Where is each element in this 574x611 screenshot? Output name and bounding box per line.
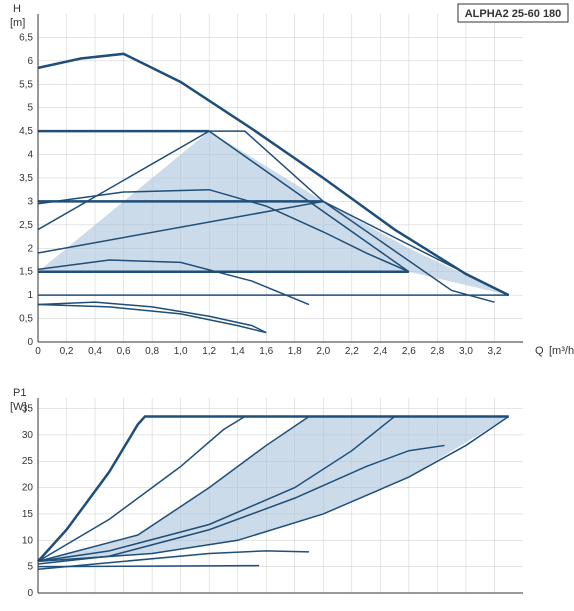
svg-text:1,8: 1,8 bbox=[288, 346, 302, 357]
svg-text:0,6: 0,6 bbox=[117, 346, 131, 357]
svg-text:1,5: 1,5 bbox=[19, 267, 33, 278]
svg-text:0,8: 0,8 bbox=[145, 346, 159, 357]
svg-text:0: 0 bbox=[27, 337, 33, 348]
svg-text:6,5: 6,5 bbox=[19, 32, 33, 43]
svg-text:Q: Q bbox=[535, 345, 544, 357]
pump-chart: 0 0,5 1 1,5 2 2,5 3 3,5 4 4,5 5 5,5 6 6,5 0 0,2 0,4 0,6 0,… bbox=[0, 0, 574, 611]
svg-text:H: H bbox=[13, 3, 21, 15]
svg-text:[m]: [m] bbox=[10, 17, 25, 29]
svg-text:2,0: 2,0 bbox=[316, 346, 330, 357]
svg-text:5: 5 bbox=[27, 103, 33, 114]
svg-text:2,8: 2,8 bbox=[430, 346, 444, 357]
svg-text:3: 3 bbox=[27, 196, 33, 207]
svg-text:2,5: 2,5 bbox=[19, 220, 33, 231]
svg-text:20: 20 bbox=[22, 483, 34, 494]
svg-text:P1: P1 bbox=[13, 387, 26, 399]
svg-text:3,5: 3,5 bbox=[19, 173, 33, 184]
svg-text:2,2: 2,2 bbox=[345, 346, 359, 357]
svg-text:6: 6 bbox=[27, 56, 33, 67]
svg-text:5,5: 5,5 bbox=[19, 79, 33, 90]
svg-text:3,0: 3,0 bbox=[459, 346, 473, 357]
svg-text:[m³/h]: [m³/h] bbox=[549, 345, 574, 357]
chart-title: ALPHA2 25-60 180 bbox=[465, 8, 562, 20]
svg-text:0: 0 bbox=[27, 588, 33, 599]
svg-text:1: 1 bbox=[27, 290, 33, 301]
svg-text:2,6: 2,6 bbox=[402, 346, 416, 357]
svg-text:2,4: 2,4 bbox=[373, 346, 387, 357]
svg-text:15: 15 bbox=[22, 509, 34, 520]
svg-text:0,5: 0,5 bbox=[19, 314, 33, 325]
svg-text:25: 25 bbox=[22, 456, 34, 467]
svg-text:1,6: 1,6 bbox=[259, 346, 273, 357]
svg-text:1,2: 1,2 bbox=[202, 346, 216, 357]
svg-text:0: 0 bbox=[35, 346, 41, 357]
svg-text:[W]: [W] bbox=[10, 401, 27, 413]
svg-text:4,5: 4,5 bbox=[19, 126, 33, 137]
svg-text:5: 5 bbox=[27, 562, 33, 573]
svg-text:1,0: 1,0 bbox=[174, 346, 188, 357]
svg-text:4: 4 bbox=[27, 150, 33, 161]
svg-text:0,4: 0,4 bbox=[88, 346, 102, 357]
svg-text:1,4: 1,4 bbox=[231, 346, 245, 357]
svg-text:10: 10 bbox=[22, 535, 34, 546]
svg-text:3,2: 3,2 bbox=[488, 346, 502, 357]
chart-container: 0 0,5 1 1,5 2 2,5 3 3,5 4 4,5 5 5,5 6 6,5 0 0,2 0,4 0,6 0,… bbox=[0, 0, 574, 611]
svg-text:30: 30 bbox=[22, 430, 34, 441]
svg-text:2: 2 bbox=[27, 243, 33, 254]
svg-text:0,2: 0,2 bbox=[60, 346, 74, 357]
